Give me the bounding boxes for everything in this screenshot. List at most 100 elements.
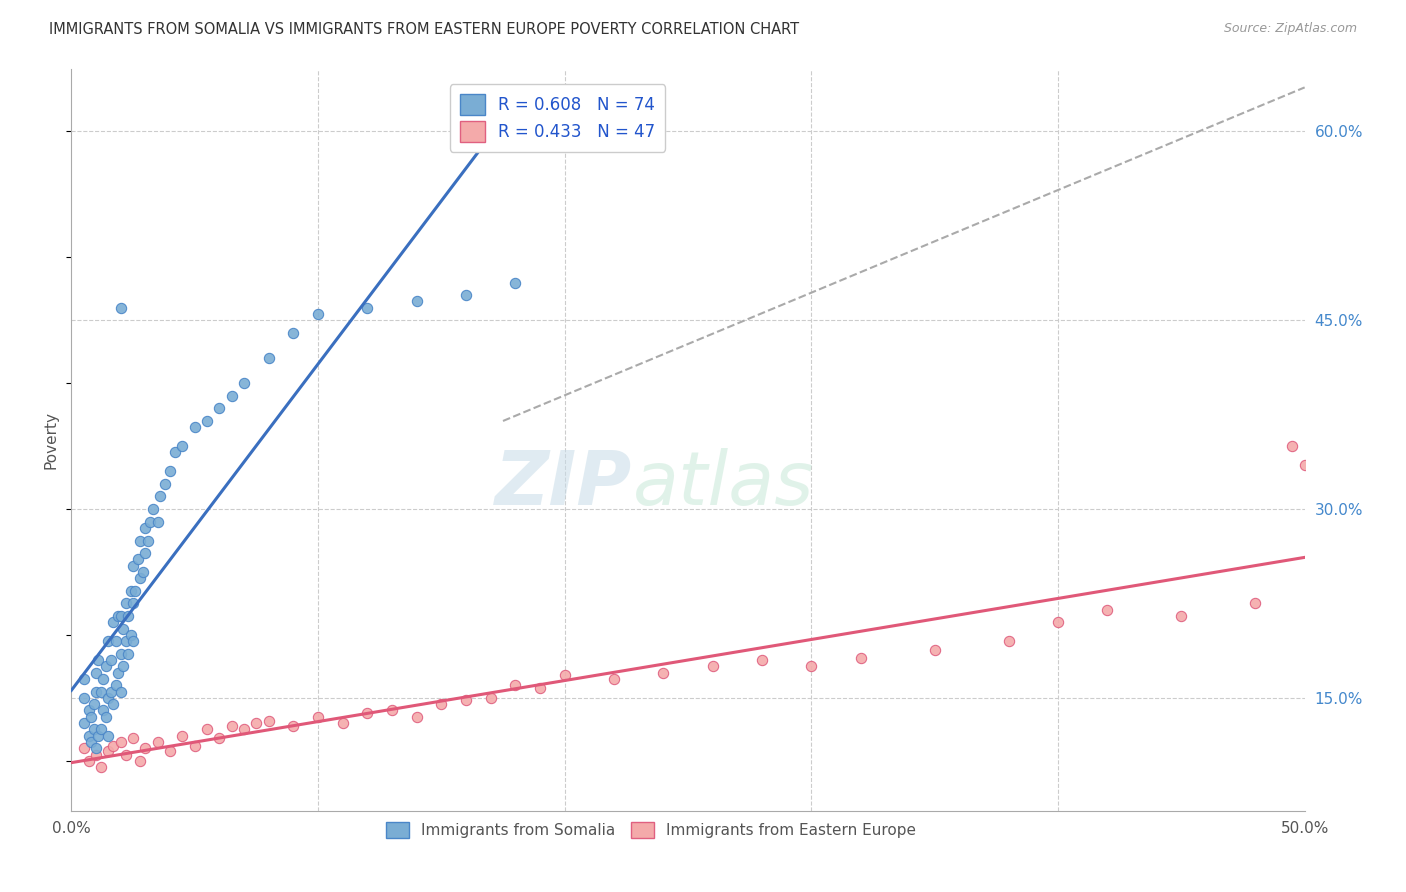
Point [505, 276, 527, 290]
Point [332, 716, 354, 731]
Point [114, 634, 136, 648]
Point [146, 515, 169, 529]
Point [110, 301, 132, 315]
Point [124, 583, 146, 598]
Point [283, 718, 305, 732]
Point [84, 665, 107, 680]
Point [307, 307, 329, 321]
Point [356, 301, 378, 315]
Point [751, 653, 773, 667]
Point [94, 659, 117, 673]
Point [233, 723, 256, 737]
Point [134, 521, 156, 535]
Point [97, 744, 120, 758]
Point [110, 609, 132, 624]
Point [87, 729, 110, 743]
Point [479, 690, 502, 705]
Point [142, 502, 165, 516]
Point [77, 754, 100, 768]
Point [208, 731, 231, 746]
Point [72, 741, 94, 756]
Point [80, 735, 103, 749]
Point [208, 401, 231, 416]
Point [356, 706, 378, 720]
Point [159, 744, 181, 758]
Point [146, 735, 169, 749]
Point [307, 710, 329, 724]
Point [110, 735, 132, 749]
Point [924, 643, 946, 657]
Point [84, 741, 107, 756]
Point [72, 672, 94, 686]
Point [1294, 458, 1316, 472]
Point [77, 729, 100, 743]
Point [134, 741, 156, 756]
Point [381, 704, 404, 718]
Point [100, 684, 122, 698]
Point [405, 710, 427, 724]
Text: IMMIGRANTS FROM SOMALIA VS IMMIGRANTS FROM EASTERN EUROPE POVERTY CORRELATION CH: IMMIGRANTS FROM SOMALIA VS IMMIGRANTS FR… [49, 22, 800, 37]
Point [129, 754, 152, 768]
Point [129, 533, 152, 548]
Point [100, 653, 122, 667]
Point [117, 647, 139, 661]
Point [153, 476, 176, 491]
Point [83, 697, 105, 711]
Point [183, 739, 205, 753]
Point [405, 294, 427, 309]
Point [702, 659, 724, 673]
Point [183, 420, 205, 434]
Point [120, 583, 142, 598]
Point [110, 684, 132, 698]
Point [430, 697, 453, 711]
Point [454, 693, 477, 707]
Point [221, 389, 243, 403]
Point [122, 634, 145, 648]
Point [1170, 609, 1192, 624]
Point [1244, 597, 1267, 611]
Point [114, 597, 136, 611]
Point [77, 704, 100, 718]
Point [122, 558, 145, 573]
Point [117, 609, 139, 624]
Point [245, 716, 267, 731]
Point [107, 665, 129, 680]
Point [159, 464, 181, 478]
Point [127, 552, 149, 566]
Point [1097, 603, 1119, 617]
Point [172, 729, 194, 743]
Point [505, 678, 527, 692]
Point [122, 597, 145, 611]
Y-axis label: Poverty: Poverty [44, 411, 58, 469]
Point [554, 668, 576, 682]
Point [132, 565, 155, 579]
Point [454, 288, 477, 302]
Text: Source: ZipAtlas.com: Source: ZipAtlas.com [1223, 22, 1357, 36]
Point [80, 710, 103, 724]
Point [93, 672, 115, 686]
Point [172, 439, 194, 453]
Point [84, 684, 107, 698]
Point [90, 723, 112, 737]
Point [603, 672, 626, 686]
Point [233, 376, 256, 391]
Point [97, 729, 120, 743]
Point [110, 647, 132, 661]
Point [283, 326, 305, 340]
Point [134, 546, 156, 560]
Point [195, 723, 218, 737]
Point [112, 622, 135, 636]
Point [195, 414, 218, 428]
Point [94, 710, 117, 724]
Point [103, 697, 125, 711]
Point [93, 704, 115, 718]
Point [104, 634, 127, 648]
Point [103, 739, 125, 753]
Point [87, 653, 110, 667]
Point [112, 659, 135, 673]
Point [129, 571, 152, 585]
Point [997, 634, 1019, 648]
Point [163, 445, 186, 459]
Point [72, 690, 94, 705]
Point [1281, 439, 1303, 453]
